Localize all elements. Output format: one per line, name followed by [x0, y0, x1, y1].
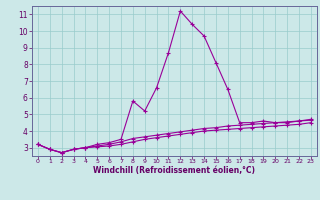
X-axis label: Windchill (Refroidissement éolien,°C): Windchill (Refroidissement éolien,°C) — [93, 166, 255, 175]
